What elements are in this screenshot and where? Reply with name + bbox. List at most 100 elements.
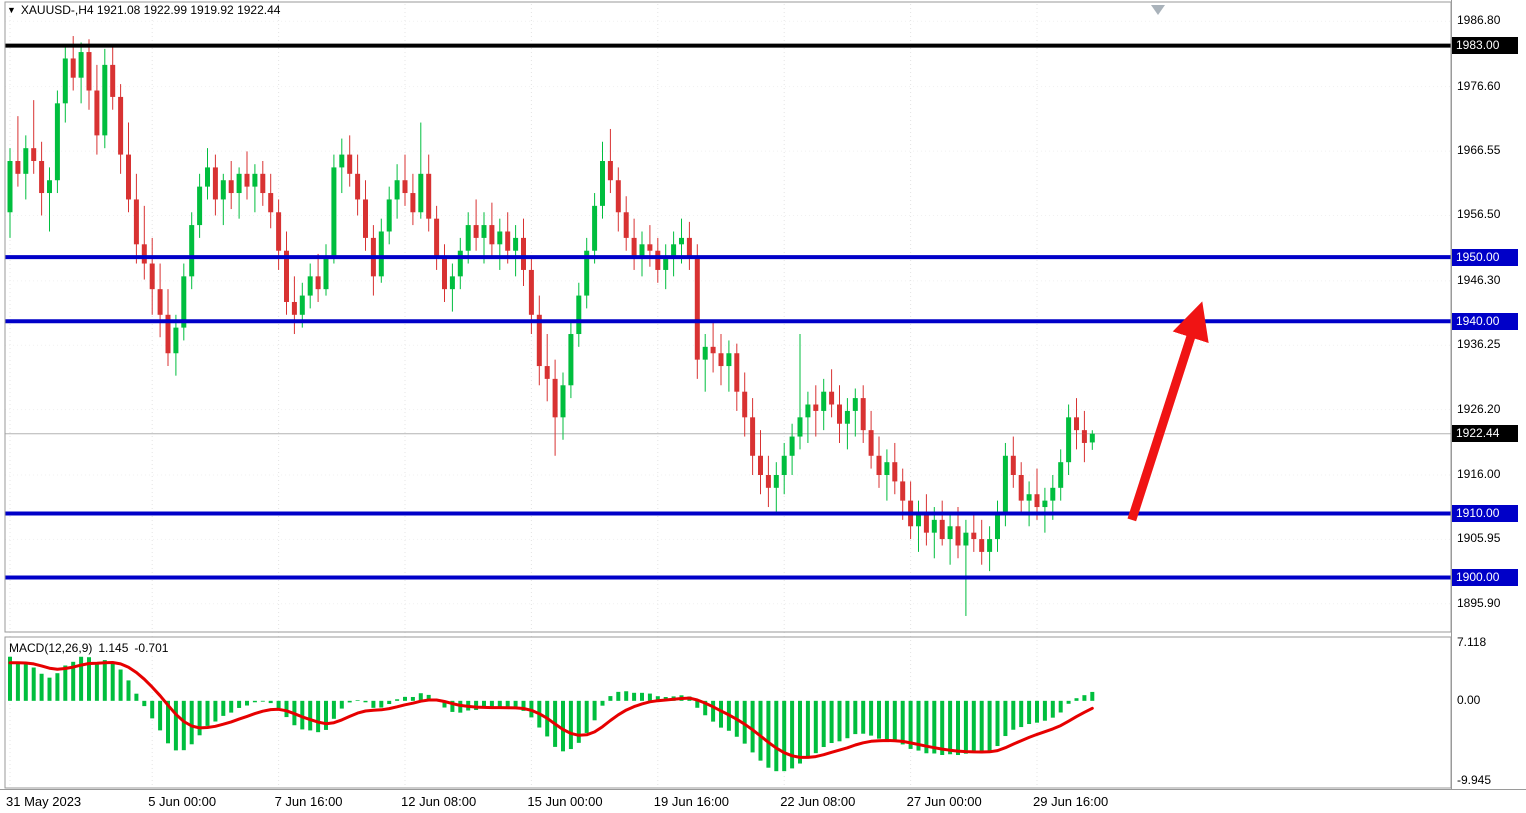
bear-candle <box>971 532 977 540</box>
trend-arrow[interactable] <box>1127 301 1209 522</box>
macd-histogram-bar <box>908 700 913 749</box>
bull-candle <box>797 417 803 437</box>
bear-candle <box>536 314 542 367</box>
macd-histogram-bar <box>331 700 336 719</box>
bear-candle <box>892 462 898 482</box>
bear-candle <box>165 314 171 354</box>
macd-signal-value: -0.701 <box>134 641 169 655</box>
macd-histogram-bar <box>110 661 115 701</box>
bear-candle <box>1018 475 1024 501</box>
macd-histogram-bar <box>1003 700 1008 737</box>
bull-candle <box>323 257 329 290</box>
price-axis[interactable]: 1986.80 1976.60 1966.55 1956.50 1946.30 1936.… <box>1452 0 1526 790</box>
macd-histogram-bar <box>213 700 218 722</box>
macd-histogram-bar <box>584 700 589 733</box>
macd-histogram-bar <box>284 700 289 718</box>
price-axis-label: 1966.55 <box>1457 143 1501 158</box>
macd-histogram-bar <box>268 700 273 704</box>
macd-histogram-bar <box>877 700 881 739</box>
macd-histogram-bar <box>521 700 526 711</box>
bear-candle <box>521 237 526 270</box>
macd-histogram-bar <box>442 700 447 708</box>
bear-candle <box>615 180 621 213</box>
bull-candle <box>307 276 313 296</box>
macd-histogram-bar <box>608 696 613 701</box>
macd-histogram-bar <box>869 700 874 736</box>
macd-histogram-bar <box>711 700 716 722</box>
bull-candle <box>197 186 203 226</box>
collapse-ohlc-icon[interactable]: ▼ <box>7 5 16 15</box>
macd-main-value: 1.145 <box>98 641 129 655</box>
macd-histogram-bar <box>963 700 968 754</box>
macd-axis-label: -9.945 <box>1457 773 1492 788</box>
bull-candle <box>220 180 226 200</box>
price-level-badge: 1910.00 <box>1452 504 1518 522</box>
bear-candle <box>544 366 550 379</box>
macd-histogram-bar <box>489 700 494 709</box>
macd-histogram-bar <box>1050 700 1055 718</box>
macd-histogram-bar <box>853 700 858 735</box>
macd-histogram-bar <box>837 700 842 742</box>
bull-candle <box>465 225 471 251</box>
macd-histogram-bar <box>71 661 76 701</box>
macd-histogram-bar <box>813 700 818 754</box>
bear-candle <box>1074 417 1079 431</box>
bear-candle <box>94 90 100 136</box>
macd-histogram-bar <box>197 700 202 736</box>
time-axis-label: 27 Jun 00:00 <box>906 794 982 809</box>
main-pane-border <box>4 1 1452 633</box>
bull-candle <box>679 237 684 245</box>
bear-candle <box>228 180 234 194</box>
bull-candle <box>449 276 455 290</box>
bear-candle <box>110 64 116 97</box>
macd-histogram-bar <box>252 700 257 703</box>
macd-histogram-bar <box>513 700 518 709</box>
bull-candle <box>252 173 258 187</box>
macd-histogram-bar <box>742 700 747 744</box>
bear-candle <box>402 180 408 194</box>
macd-histogram-bar <box>1027 700 1032 725</box>
bear-candle <box>710 346 716 354</box>
macd-histogram-bar <box>8 656 12 701</box>
bear-candle <box>268 193 274 213</box>
bear-candle <box>765 475 771 488</box>
bull-candle <box>1042 500 1048 508</box>
macd-histogram-bar <box>576 700 581 743</box>
bull-candle <box>1050 487 1056 501</box>
bear-candle <box>355 173 361 200</box>
macd-axis-label: 7.118 <box>1457 635 1487 650</box>
bull-candle <box>995 513 1000 540</box>
price-axis-label: 1916.00 <box>1457 467 1501 481</box>
bear-candle <box>979 539 985 552</box>
macd-histogram-bar <box>655 696 660 701</box>
macd-histogram-bar <box>916 700 921 751</box>
bull-candle <box>7 161 13 213</box>
macd-histogram-bar <box>55 673 60 701</box>
bear-candle <box>694 257 700 360</box>
bull-candle <box>584 250 590 296</box>
bull-candle <box>789 436 795 456</box>
bear-candle <box>315 276 321 290</box>
macd-histogram-bar <box>790 700 795 769</box>
macd-histogram-bar <box>173 700 178 751</box>
macd-histogram-bar <box>829 700 834 744</box>
price-badge: 1983.00 <box>1452 37 1518 55</box>
macd-axis-label: 0.00 <box>1457 692 1481 707</box>
bear-candle <box>363 199 368 238</box>
bull-candle <box>987 539 993 552</box>
macd-histogram-bar <box>568 700 573 750</box>
macd-histogram-bar <box>987 700 992 751</box>
macd-histogram-bar <box>324 700 328 730</box>
macd-histogram-bar <box>363 700 368 703</box>
time-axis[interactable]: 31 May 2023 5 Jun 00:00 7 Jun 16:00 12 Jun … <box>0 792 1526 813</box>
macd-histogram-bar <box>118 669 123 701</box>
macd-histogram-bar <box>600 700 605 706</box>
bear-candle <box>686 237 692 258</box>
bull-candle <box>173 327 179 354</box>
bear-candle <box>607 161 613 181</box>
macd-histogram-bar <box>647 693 652 701</box>
bear-candle <box>347 154 353 174</box>
chart-shift-marker-icon[interactable] <box>1151 5 1165 15</box>
time-axis-label: 29 Jun 16:00 <box>1033 794 1109 809</box>
